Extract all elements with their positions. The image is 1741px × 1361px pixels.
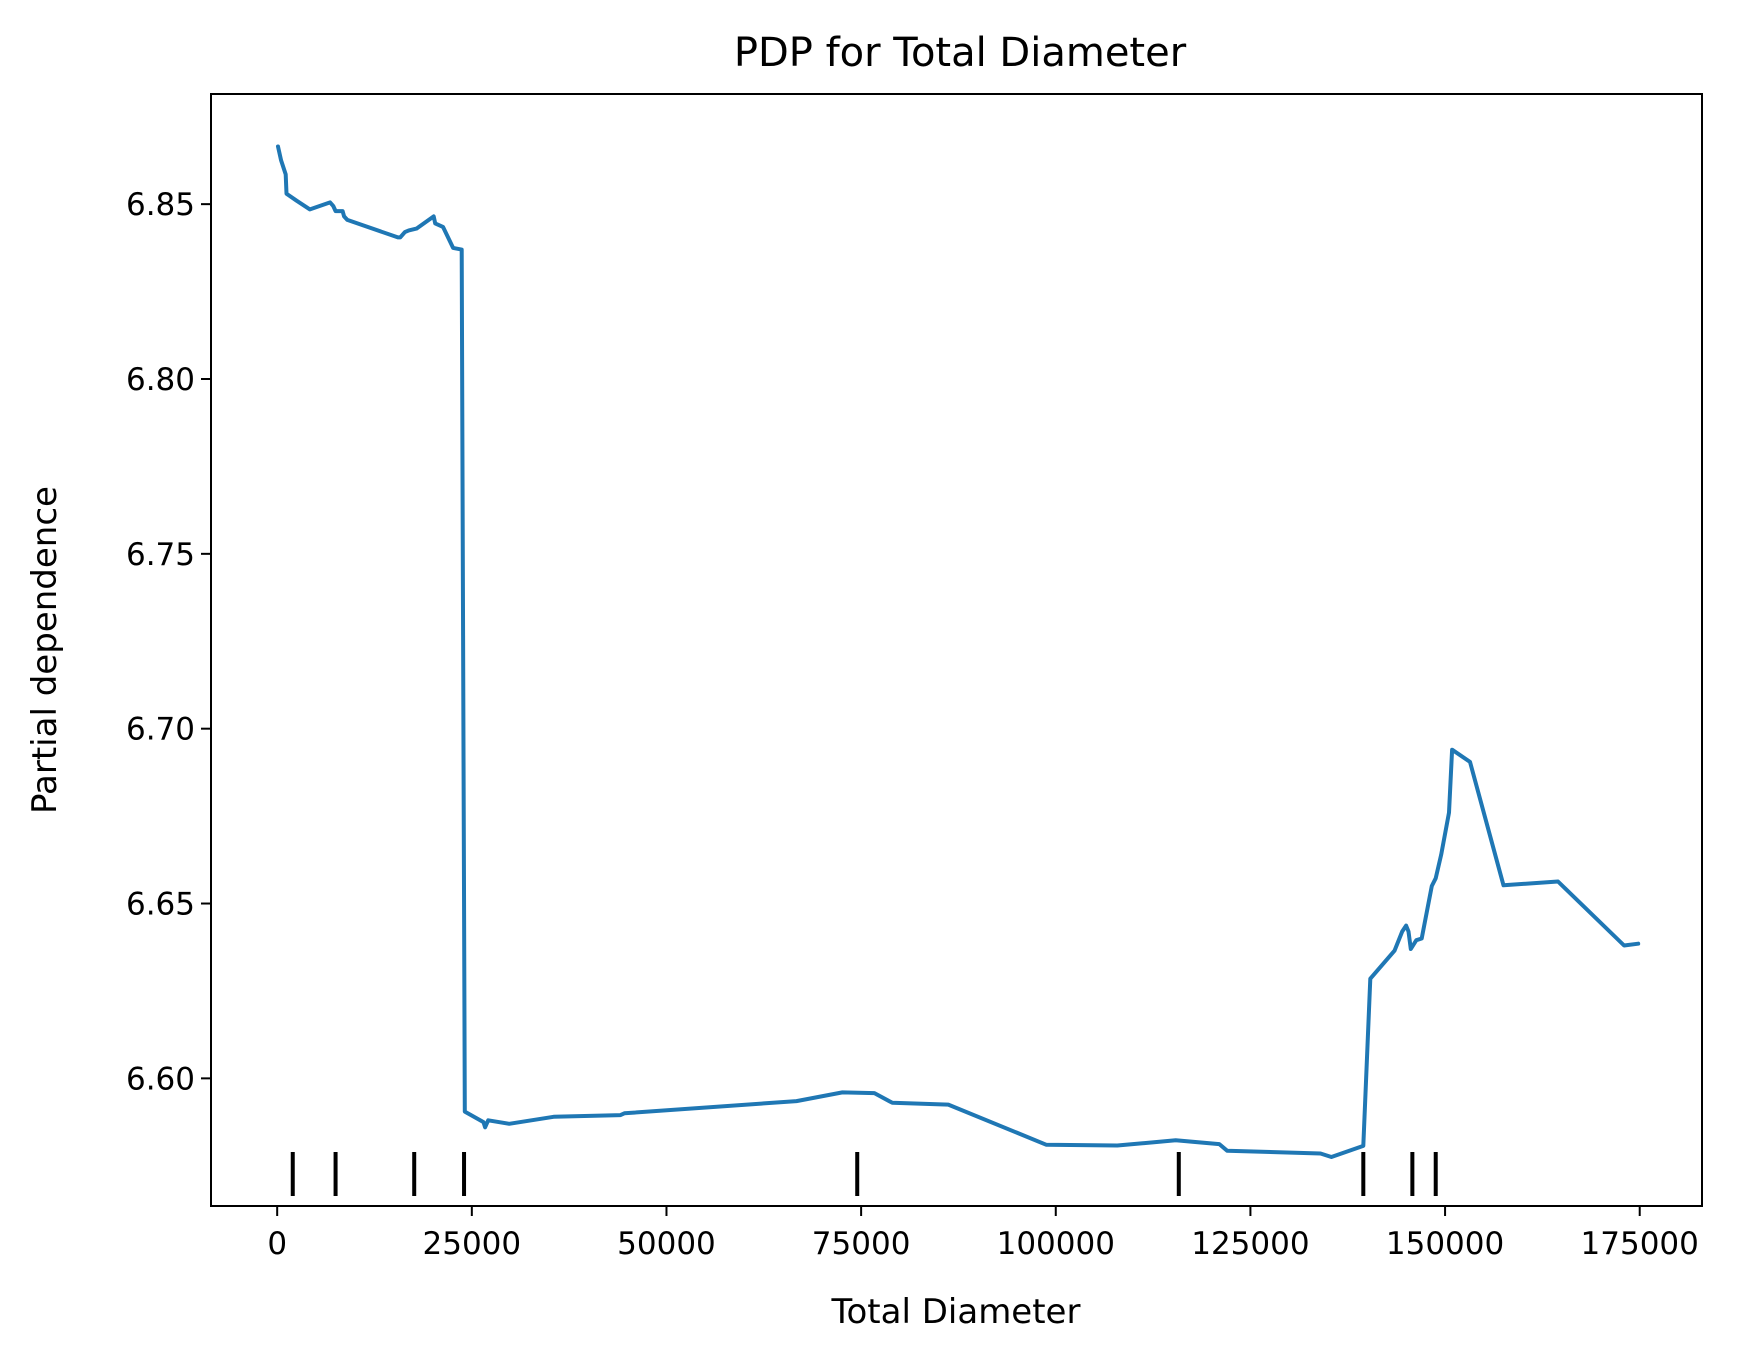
y-tick-label: 6.70 bbox=[126, 712, 195, 748]
plot-area bbox=[276, 144, 1641, 1196]
x-tick-label: 0 bbox=[267, 1226, 287, 1262]
y-tick-label: 6.85 bbox=[126, 187, 195, 223]
y-axis-label: Partial dependence bbox=[25, 486, 65, 814]
y-tick-label: 6.75 bbox=[126, 537, 195, 573]
axes-frame bbox=[210, 93, 1703, 1207]
x-axis-label: Total Diameter bbox=[831, 1292, 1081, 1332]
x-tick-label: 175000 bbox=[1581, 1226, 1699, 1262]
x-tick-label: 50000 bbox=[617, 1226, 716, 1262]
x-tick-label: 125000 bbox=[1191, 1226, 1309, 1262]
series-line-0 bbox=[276, 144, 1641, 1159]
x-tick-label: 25000 bbox=[423, 1226, 522, 1262]
x-tick-label: 150000 bbox=[1386, 1226, 1504, 1262]
y-tick-label: 6.80 bbox=[126, 362, 195, 398]
chart-title: PDP for Total Diameter bbox=[734, 30, 1187, 76]
x-tick-label: 100000 bbox=[997, 1226, 1115, 1262]
y-tick-label: 6.60 bbox=[126, 1061, 195, 1097]
y-tick-label: 6.65 bbox=[126, 887, 195, 923]
x-tick-label: 75000 bbox=[812, 1226, 911, 1262]
